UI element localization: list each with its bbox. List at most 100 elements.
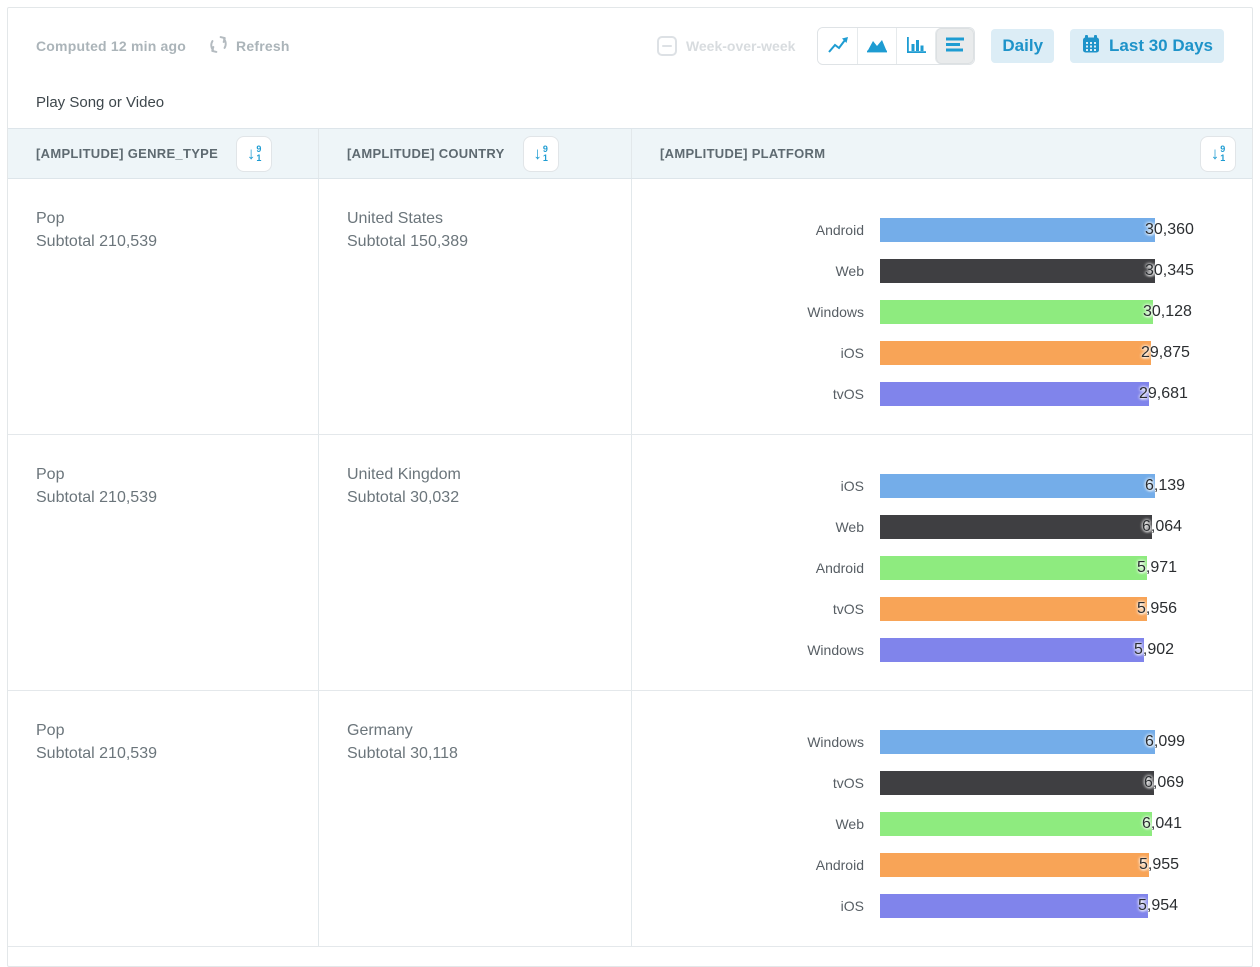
- genre-subtotal: Subtotal 210,539: [36, 745, 157, 762]
- bar-segment[interactable]: [880, 555, 1147, 580]
- bar-value-label: 5,956: [1137, 599, 1178, 617]
- column-header-label: [AMPLITUDE] PLATFORM: [660, 146, 826, 161]
- horizontal-bar-chart-icon: [943, 35, 967, 58]
- genre-cell: Pop Subtotal 210,539: [8, 179, 319, 434]
- bar-row: Windows 6,099: [632, 721, 1252, 762]
- bar-segment[interactable]: [880, 770, 1154, 795]
- sort-descending-icon: ↓: [1210, 144, 1220, 163]
- country-cell: United Kingdom Subtotal 30,032: [319, 435, 632, 690]
- country-subtotal: Subtotal 30,032: [347, 489, 460, 506]
- bar-value-label: 30,128: [1143, 302, 1192, 320]
- bar-row: tvOS 29,681: [632, 373, 1252, 414]
- sort-descending-icon: ↓: [246, 144, 256, 163]
- bar-segment[interactable]: [880, 258, 1155, 283]
- computed-timestamp: Computed 12 min ago: [36, 38, 187, 54]
- bar-category-label: tvOS: [832, 385, 864, 402]
- genre-cell: Pop Subtotal 210,539: [8, 435, 319, 690]
- genre-value: Pop: [36, 722, 65, 739]
- bar-category-label: tvOS: [832, 774, 864, 791]
- genre-value: Pop: [36, 466, 65, 483]
- bar-value-label: 6,099: [1145, 732, 1186, 750]
- bar-value-label: 5,955: [1139, 855, 1180, 873]
- dashboard-card: Computed 12 min ago Refresh Week-over-we…: [7, 7, 1253, 967]
- country-cell: United States Subtotal 150,389: [319, 179, 632, 434]
- bar-segment[interactable]: [880, 473, 1155, 498]
- refresh-label: Refresh: [236, 38, 290, 54]
- bar-segment[interactable]: [880, 637, 1144, 662]
- bar-value-label: 6,069: [1144, 773, 1185, 791]
- bar-segment[interactable]: [880, 811, 1152, 836]
- bar-row: iOS 6,139: [632, 465, 1252, 506]
- bar-row: tvOS 5,956: [632, 588, 1252, 629]
- toolbar: Computed 12 min ago Refresh Week-over-we…: [36, 26, 1224, 66]
- date-range-button[interactable]: Last 30 Days: [1070, 29, 1224, 63]
- refresh-button[interactable]: Refresh: [208, 34, 290, 58]
- bar-row: iOS 29,875: [632, 332, 1252, 373]
- bar-category-label: iOS: [840, 344, 864, 361]
- area-chart-button[interactable]: [857, 28, 897, 64]
- interval-daily-button[interactable]: Daily: [991, 29, 1055, 63]
- bar-segment[interactable]: [880, 340, 1151, 365]
- date-range-label: Last 30 Days: [1109, 36, 1213, 55]
- column-header-label: [AMPLITUDE] GENRE_TYPE: [36, 146, 219, 161]
- horizontal-bar-chart-button[interactable]: [935, 28, 975, 64]
- genre-subtotal: Subtotal 210,539: [36, 233, 157, 250]
- bar-value-label: 30,360: [1145, 220, 1194, 238]
- week-over-week-toggle[interactable]: Week-over-week: [656, 36, 796, 56]
- bar-category-label: Web: [835, 518, 864, 535]
- table-body: Pop Subtotal 210,539 United States Subto…: [8, 179, 1252, 947]
- bar-value-label: 6,064: [1142, 517, 1183, 535]
- line-chart-button[interactable]: [818, 28, 858, 64]
- bar-segment[interactable]: [880, 381, 1149, 406]
- country-subtotal: Subtotal 150,389: [347, 233, 468, 250]
- bar-segment[interactable]: [880, 514, 1152, 539]
- bar-value-label: 6,139: [1145, 476, 1186, 494]
- country-subtotal: Subtotal 30,118: [347, 745, 458, 762]
- table-row: Pop Subtotal 210,539 Germany Subtotal 30…: [8, 691, 1252, 947]
- bar-chart-button[interactable]: [896, 28, 936, 64]
- bar-value-label: 6,041: [1142, 814, 1183, 832]
- bar-value-label: 29,681: [1139, 384, 1188, 402]
- bar-category-label: Windows: [807, 641, 864, 658]
- bar-segment[interactable]: [880, 729, 1155, 754]
- bar-chart-icon: [904, 35, 928, 58]
- bar-category-label: Web: [835, 262, 864, 279]
- bar-value-label: 5,971: [1137, 558, 1178, 576]
- bar-category-label: Android: [815, 559, 864, 576]
- bar-segment[interactable]: [880, 596, 1147, 621]
- country-cell: Germany Subtotal 30,118: [319, 691, 632, 946]
- calendar-icon: [1081, 34, 1101, 59]
- week-over-week-checkbox-icon: [656, 36, 677, 56]
- bar-category-label: iOS: [840, 897, 864, 914]
- bar-value-label: 5,954: [1138, 896, 1179, 914]
- bar-category-label: Android: [815, 856, 864, 873]
- bar-category-label: Windows: [807, 733, 864, 750]
- sort-descending-icon: ↓: [533, 144, 542, 163]
- bar-category-label: iOS: [840, 477, 864, 494]
- bar-segment[interactable]: [880, 852, 1149, 877]
- event-name-label: Play Song or Video: [36, 94, 165, 111]
- genre-subtotal: Subtotal 210,539: [36, 489, 157, 506]
- table-row: Pop Subtotal 210,539 United Kingdom Subt…: [8, 435, 1252, 691]
- bar-row: Windows 5,902: [632, 629, 1252, 670]
- bar-value-label: 29,875: [1141, 343, 1190, 361]
- bar-segment[interactable]: [880, 299, 1153, 324]
- bar-row: Web 6,064: [632, 506, 1252, 547]
- bar-row: Android 5,955: [632, 844, 1252, 885]
- chart-type-switcher: [817, 27, 976, 65]
- daily-label: Daily: [1002, 36, 1044, 55]
- bar-segment[interactable]: [880, 217, 1155, 242]
- bar-row: iOS 5,954: [632, 885, 1252, 926]
- week-over-week-label: Week-over-week: [685, 38, 796, 54]
- bar-category-label: tvOS: [832, 600, 864, 617]
- bar-segment[interactable]: [880, 893, 1148, 918]
